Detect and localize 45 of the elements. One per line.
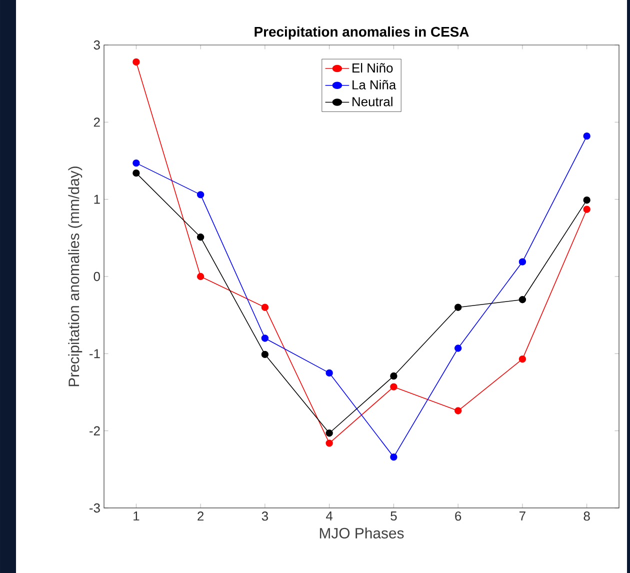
y-tick-label: 0 [94, 272, 100, 282]
point [518, 258, 526, 266]
point [454, 407, 462, 414]
point [326, 430, 333, 437]
legend-label: Neutral [352, 96, 392, 106]
point [261, 304, 269, 311]
point [583, 196, 590, 204]
x-tick-label: 5 [390, 512, 397, 521]
x-tick-label: 3 [262, 512, 268, 521]
point [261, 334, 269, 342]
point [326, 369, 333, 377]
x-axis-title: MJO Phases [320, 528, 404, 538]
point [196, 191, 204, 198]
point [132, 169, 140, 177]
point [196, 234, 204, 241]
legend-label: El Niño [352, 63, 393, 73]
point [390, 372, 398, 380]
point [583, 206, 590, 213]
y-axis-title: Precipitation anomalies (mm/day) [68, 166, 82, 386]
y-tick-label: -1 [90, 349, 100, 358]
x-tick-label: 1 [134, 512, 140, 520]
y-tick-label: 1 [94, 194, 100, 204]
point [132, 58, 140, 66]
point [454, 304, 462, 311]
point [454, 344, 462, 352]
point [132, 159, 140, 167]
point [326, 440, 333, 447]
point [390, 453, 398, 461]
chart-title: Precipitation anomalies in CESA [254, 26, 469, 40]
point [518, 296, 526, 304]
x-tick-label: 7 [520, 512, 526, 520]
y-tick-label: -2 [90, 426, 100, 436]
point [518, 355, 526, 363]
y-tick-label: 3 [94, 40, 100, 50]
point [196, 272, 204, 280]
point [261, 350, 269, 358]
x-tick-label: 4 [326, 512, 333, 520]
y-tick-label: 2 [94, 118, 100, 127]
x-tick-label: 2 [198, 512, 204, 521]
x-tick-label: 8 [584, 512, 590, 521]
point [390, 383, 398, 390]
x-tick-label: 6 [455, 512, 462, 521]
y-tick-label: -3 [90, 503, 100, 513]
point [583, 132, 590, 140]
legend-label: La Niña [352, 80, 396, 90]
